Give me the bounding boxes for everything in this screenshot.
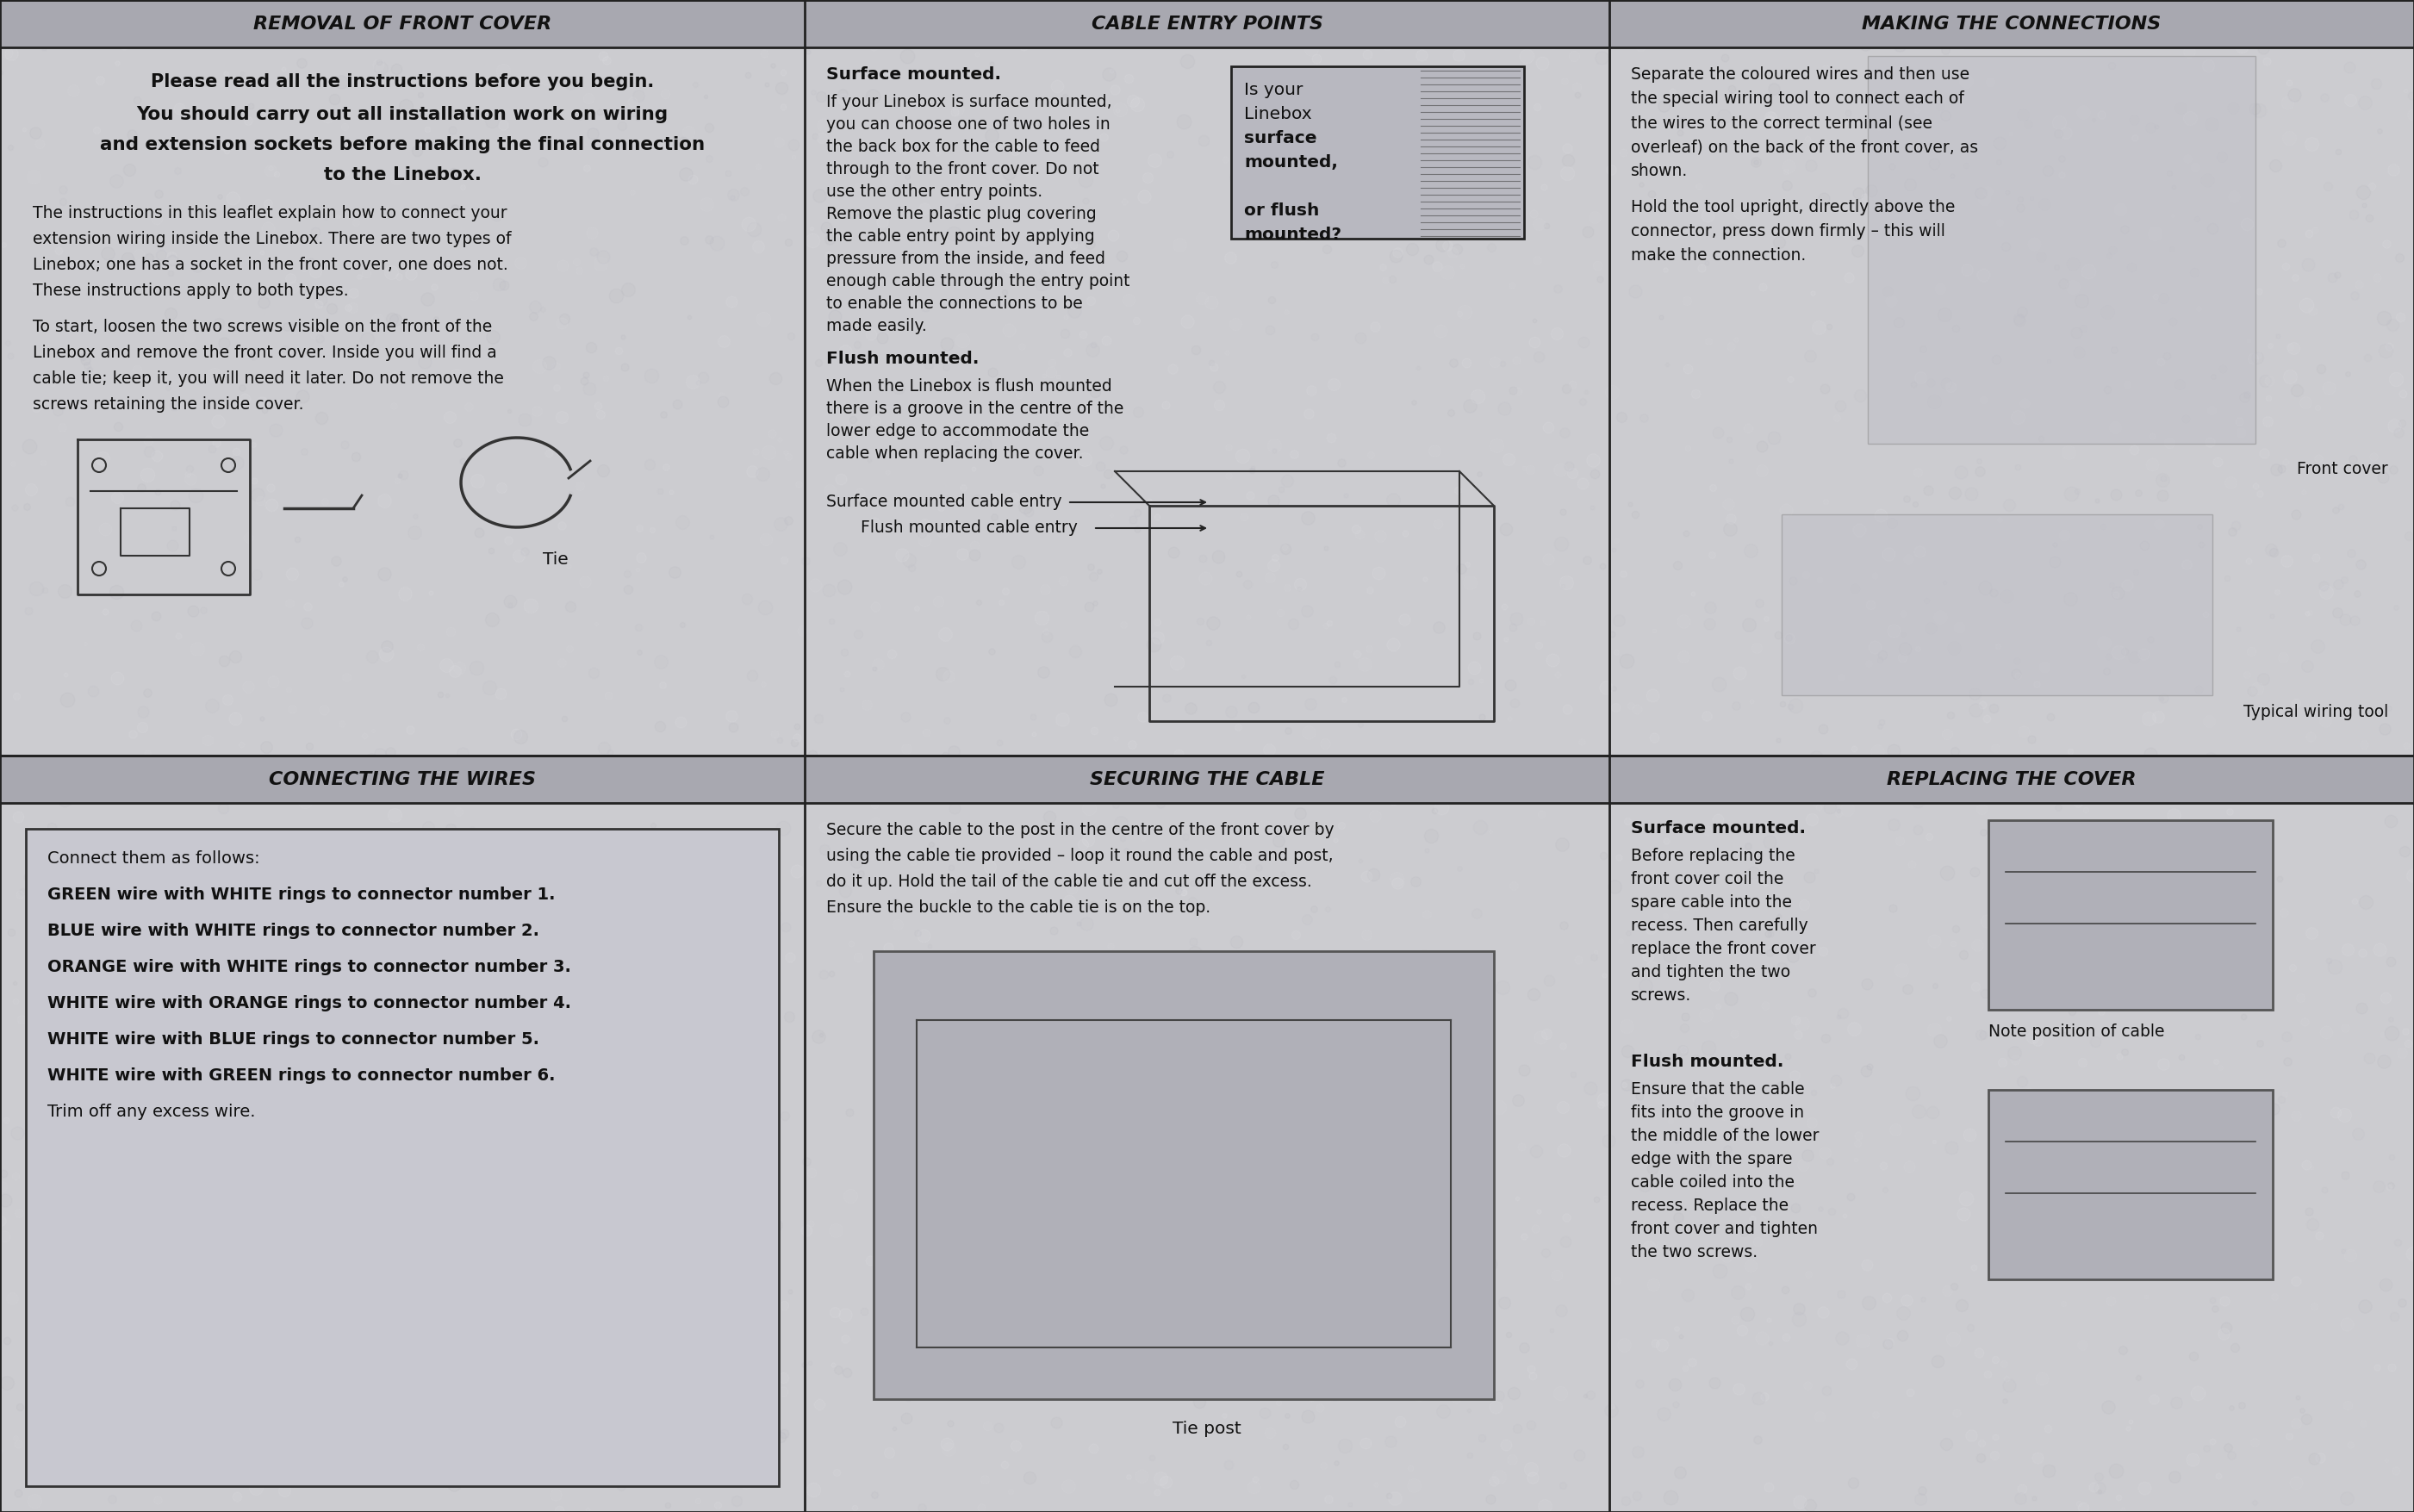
Text: screws retaining the inside cover.: screws retaining the inside cover. — [34, 396, 304, 413]
Text: recess. Then carefully: recess. Then carefully — [1632, 918, 1808, 934]
Text: Connect them as follows:: Connect them as follows: — [48, 850, 261, 866]
Text: cable coiled into the: cable coiled into the — [1632, 1175, 1794, 1190]
Text: ORANGE wire with WHITE rings to connector number 3.: ORANGE wire with WHITE rings to connecto… — [48, 959, 572, 975]
Text: SECURING THE CABLE: SECURING THE CABLE — [1089, 771, 1325, 788]
Text: extension wiring inside the Linebox. There are two types of: extension wiring inside the Linebox. The… — [34, 231, 512, 248]
Text: cable tie; keep it, you will need it later. Do not remove the: cable tie; keep it, you will need it lat… — [34, 370, 505, 387]
Text: WHITE wire with BLUE rings to connector number 5.: WHITE wire with BLUE rings to connector … — [48, 1031, 538, 1048]
Text: or flush: or flush — [1243, 203, 1320, 219]
Text: overleaf) on the back of the front cover, as: overleaf) on the back of the front cover… — [1632, 139, 1977, 156]
Text: Trim off any excess wire.: Trim off any excess wire. — [48, 1104, 256, 1120]
Text: You should carry out all installation work on wiring: You should carry out all installation wo… — [138, 106, 669, 122]
Text: Linebox and remove the front cover. Inside you will find a: Linebox and remove the front cover. Insi… — [34, 345, 497, 361]
Text: Front cover: Front cover — [2298, 461, 2387, 478]
Text: Ensure the buckle to the cable tie is on the top.: Ensure the buckle to the cable tie is on… — [826, 900, 1209, 916]
Bar — [1231, 67, 1523, 239]
Text: front cover coil the: front cover coil the — [1632, 871, 1784, 888]
Text: use the other entry points.: use the other entry points. — [826, 183, 1043, 200]
Text: Secure the cable to the post in the centre of the front cover by: Secure the cable to the post in the cent… — [826, 823, 1335, 838]
Text: GREEN wire with WHITE rings to connector number 1.: GREEN wire with WHITE rings to connector… — [48, 886, 555, 903]
Text: BLUE wire with WHITE rings to connector number 2.: BLUE wire with WHITE rings to connector … — [48, 922, 538, 939]
Text: cable when replacing the cover.: cable when replacing the cover. — [826, 446, 1084, 461]
Text: to enable the connections to be: to enable the connections to be — [826, 295, 1084, 311]
Text: Surface mounted cable entry: Surface mounted cable entry — [826, 493, 1062, 510]
Text: These instructions apply to both types.: These instructions apply to both types. — [34, 283, 348, 299]
Bar — [804, 756, 1610, 803]
Text: make the connection.: make the connection. — [1632, 248, 1806, 263]
Text: Tie post: Tie post — [1173, 1421, 1241, 1436]
Text: The instructions in this leaflet explain how to connect your: The instructions in this leaflet explain… — [34, 206, 507, 221]
Text: spare cable into the: spare cable into the — [1632, 894, 1791, 910]
Text: shown.: shown. — [1632, 163, 1687, 180]
Text: Ensure that the cable: Ensure that the cable — [1632, 1081, 1806, 1098]
Text: Please read all the instructions before you begin.: Please read all the instructions before … — [150, 73, 654, 91]
Text: you can choose one of two holes in: you can choose one of two holes in — [826, 116, 1110, 133]
Text: surface: surface — [1243, 130, 1318, 147]
Bar — [1989, 1090, 2272, 1279]
Bar — [804, 0, 1610, 47]
Text: replace the front cover: replace the front cover — [1632, 940, 1815, 957]
Text: the middle of the lower: the middle of the lower — [1632, 1128, 1820, 1145]
Text: CONNECTING THE WIRES: CONNECTING THE WIRES — [268, 771, 536, 788]
Text: Tie: Tie — [543, 552, 567, 567]
Bar — [874, 951, 1494, 1399]
Text: If your Linebox is surface mounted,: If your Linebox is surface mounted, — [826, 94, 1113, 110]
Text: connector, press down firmly – this will: connector, press down firmly – this will — [1632, 224, 1946, 239]
Text: Flush mounted cable entry: Flush mounted cable entry — [862, 520, 1077, 535]
Text: the special wiring tool to connect each of: the special wiring tool to connect each … — [1632, 91, 1965, 107]
Bar — [1782, 514, 2211, 696]
Text: through to the front cover. Do not: through to the front cover. Do not — [826, 162, 1098, 177]
Text: edge with the spare: edge with the spare — [1632, 1151, 1794, 1167]
Text: mounted?: mounted? — [1243, 227, 1342, 243]
Text: To start, loosen the two screws visible on the front of the: To start, loosen the two screws visible … — [34, 319, 492, 336]
Bar — [0, 756, 804, 803]
Text: Flush mounted.: Flush mounted. — [826, 351, 980, 367]
Text: When the Linebox is flush mounted: When the Linebox is flush mounted — [826, 378, 1113, 395]
Text: Flush mounted.: Flush mounted. — [1632, 1054, 1784, 1070]
Text: the wires to the correct terminal (see: the wires to the correct terminal (see — [1632, 115, 1931, 132]
Text: pressure from the inside, and feed: pressure from the inside, and feed — [826, 251, 1106, 268]
Text: there is a groove in the centre of the: there is a groove in the centre of the — [826, 401, 1125, 417]
Bar — [1610, 756, 2414, 803]
Text: the cable entry point by applying: the cable entry point by applying — [826, 228, 1096, 245]
Text: Is your: Is your — [1243, 82, 1304, 98]
Text: lower edge to accommodate the: lower edge to accommodate the — [826, 423, 1089, 440]
Text: Note position of cable: Note position of cable — [1989, 1024, 2165, 1040]
Text: Surface mounted.: Surface mounted. — [1632, 820, 1806, 836]
Text: CABLE ENTRY POINTS: CABLE ENTRY POINTS — [1091, 15, 1323, 32]
Text: Separate the coloured wires and then use: Separate the coloured wires and then use — [1632, 67, 1970, 83]
Text: REMOVAL OF FRONT COVER: REMOVAL OF FRONT COVER — [253, 15, 550, 32]
Text: mounted,: mounted, — [1243, 154, 1337, 171]
Bar — [1989, 820, 2272, 1010]
Text: Linebox; one has a socket in the front cover, one does not.: Linebox; one has a socket in the front c… — [34, 257, 507, 274]
Text: Before replacing the: Before replacing the — [1632, 848, 1796, 865]
Text: fits into the groove in: fits into the groove in — [1632, 1104, 1803, 1120]
Text: REPLACING THE COVER: REPLACING THE COVER — [1888, 771, 2136, 788]
Text: recess. Replace the: recess. Replace the — [1632, 1198, 1789, 1214]
Text: and tighten the two: and tighten the two — [1632, 965, 1791, 980]
Bar — [1868, 56, 2255, 443]
Text: Typical wiring tool: Typical wiring tool — [2243, 705, 2387, 720]
Text: the back box for the cable to feed: the back box for the cable to feed — [826, 139, 1101, 156]
Bar — [27, 829, 780, 1486]
Text: using the cable tie provided – loop it round the cable and post,: using the cable tie provided – loop it r… — [826, 848, 1333, 865]
Text: the two screws.: the two screws. — [1632, 1244, 1757, 1261]
Text: made easily.: made easily. — [826, 318, 927, 334]
Bar — [0, 0, 804, 47]
Text: Surface mounted.: Surface mounted. — [826, 67, 1002, 83]
Text: front cover and tighten: front cover and tighten — [1632, 1220, 1818, 1237]
Text: and extension sockets before making the final connection: and extension sockets before making the … — [99, 136, 705, 153]
Text: do it up. Hold the tail of the cable tie and cut off the excess.: do it up. Hold the tail of the cable tie… — [826, 874, 1311, 891]
Bar — [1610, 0, 2414, 47]
Text: to the Linebox.: to the Linebox. — [323, 166, 480, 183]
Text: Hold the tool upright, directly above the: Hold the tool upright, directly above th… — [1632, 200, 1955, 215]
Text: screws.: screws. — [1632, 987, 1692, 1004]
Text: WHITE wire with ORANGE rings to connector number 4.: WHITE wire with ORANGE rings to connecto… — [48, 995, 572, 1012]
Text: Linebox: Linebox — [1243, 106, 1311, 122]
Text: MAKING THE CONNECTIONS: MAKING THE CONNECTIONS — [1861, 15, 2161, 32]
Text: WHITE wire with GREEN rings to connector number 6.: WHITE wire with GREEN rings to connector… — [48, 1067, 555, 1084]
Text: enough cable through the entry point: enough cable through the entry point — [826, 274, 1130, 289]
Text: Remove the plastic plug covering: Remove the plastic plug covering — [826, 206, 1096, 222]
